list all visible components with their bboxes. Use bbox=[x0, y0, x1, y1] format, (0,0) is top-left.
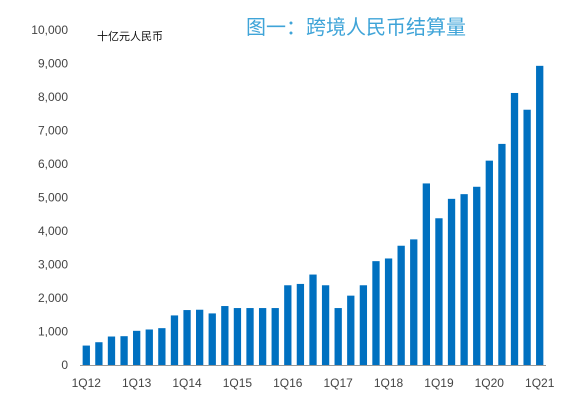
bar-3Q19 bbox=[460, 194, 468, 365]
bar-3Q16 bbox=[309, 274, 317, 365]
bar-3Q17 bbox=[359, 285, 368, 365]
bar-2Q20 bbox=[498, 143, 506, 365]
bar-3Q20 bbox=[510, 92, 519, 365]
bar-1Q15 bbox=[233, 308, 242, 365]
bar-1Q20 bbox=[485, 160, 493, 365]
bar-2Q16 bbox=[296, 283, 305, 365]
bar-2Q15 bbox=[246, 308, 254, 365]
x-tick-label: 1Q20 bbox=[475, 376, 505, 390]
x-tick-label: 1Q18 bbox=[374, 376, 404, 390]
x-tick-label: 1Q12 bbox=[72, 376, 102, 390]
x-tick-label: 1Q15 bbox=[223, 376, 253, 390]
bar-4Q20 bbox=[523, 109, 531, 365]
x-axis: 1Q12 1Q13 1Q14 1Q15 1Q16 1Q17 1Q18 1Q19 1Q20 1Q21 bbox=[72, 376, 555, 390]
y-tick-label: 4,000 bbox=[38, 224, 68, 238]
bar-3Q18 bbox=[410, 239, 418, 366]
bar-2Q18 bbox=[397, 245, 405, 365]
bar-1Q17 bbox=[334, 308, 342, 365]
bar-3Q14 bbox=[208, 313, 216, 365]
bar-2Q19 bbox=[447, 198, 456, 365]
unit-label: 十亿元人民币 bbox=[97, 29, 163, 43]
x-tick-label: 1Q17 bbox=[324, 376, 354, 390]
bar-1Q16 bbox=[284, 285, 292, 365]
bar-3Q15 bbox=[258, 308, 267, 365]
x-tick-label: 1Q21 bbox=[525, 376, 555, 390]
x-tick-label: 1Q13 bbox=[122, 376, 152, 390]
x-tick-label: 1Q14 bbox=[172, 376, 202, 390]
y-tick-label: 0 bbox=[61, 358, 68, 372]
bar-1Q21 bbox=[536, 65, 544, 365]
bar-4Q15 bbox=[271, 308, 279, 365]
y-tick-label: 7,000 bbox=[38, 124, 68, 138]
bar-4Q14 bbox=[221, 306, 229, 365]
y-tick-label: 2,000 bbox=[38, 291, 68, 305]
bar-4Q19 bbox=[473, 186, 481, 365]
bar-2Q17 bbox=[347, 295, 355, 365]
y-tick-label: 5,000 bbox=[38, 191, 68, 205]
y-axis: 0 1,000 2,000 3,000 4,000 5,000 6,000 7,000 8,00… bbox=[31, 23, 68, 372]
chart-title: 图一：跨境人民币结算量 bbox=[246, 15, 466, 39]
x-tick-label: 1Q16 bbox=[273, 376, 303, 390]
bar-2Q12 bbox=[95, 342, 103, 365]
bar-2Q13 bbox=[145, 329, 153, 365]
bar-4Q18 bbox=[422, 183, 430, 365]
y-tick-label: 1,000 bbox=[38, 325, 68, 339]
bar-3Q12 bbox=[107, 336, 116, 365]
y-tick-label: 8,000 bbox=[38, 90, 68, 104]
bar-3Q13 bbox=[158, 328, 166, 365]
bar-4Q17 bbox=[372, 261, 380, 365]
y-tick-label: 9,000 bbox=[38, 57, 68, 71]
y-tick-label: 3,000 bbox=[38, 258, 68, 272]
bar-1Q12 bbox=[82, 345, 90, 365]
bar-1Q13 bbox=[133, 330, 141, 365]
bars-group bbox=[82, 65, 544, 366]
bar-4Q13 bbox=[170, 315, 179, 365]
bar-4Q16 bbox=[321, 285, 330, 365]
bar-2Q14 bbox=[196, 309, 204, 365]
bar-4Q12 bbox=[120, 336, 128, 365]
bar-1Q14 bbox=[183, 310, 191, 365]
y-tick-label: 10,000 bbox=[31, 23, 68, 37]
y-tick-label: 6,000 bbox=[38, 157, 68, 171]
x-tick-label: 1Q19 bbox=[424, 376, 454, 390]
bar-1Q19 bbox=[435, 218, 443, 365]
bar-1Q18 bbox=[384, 258, 393, 365]
